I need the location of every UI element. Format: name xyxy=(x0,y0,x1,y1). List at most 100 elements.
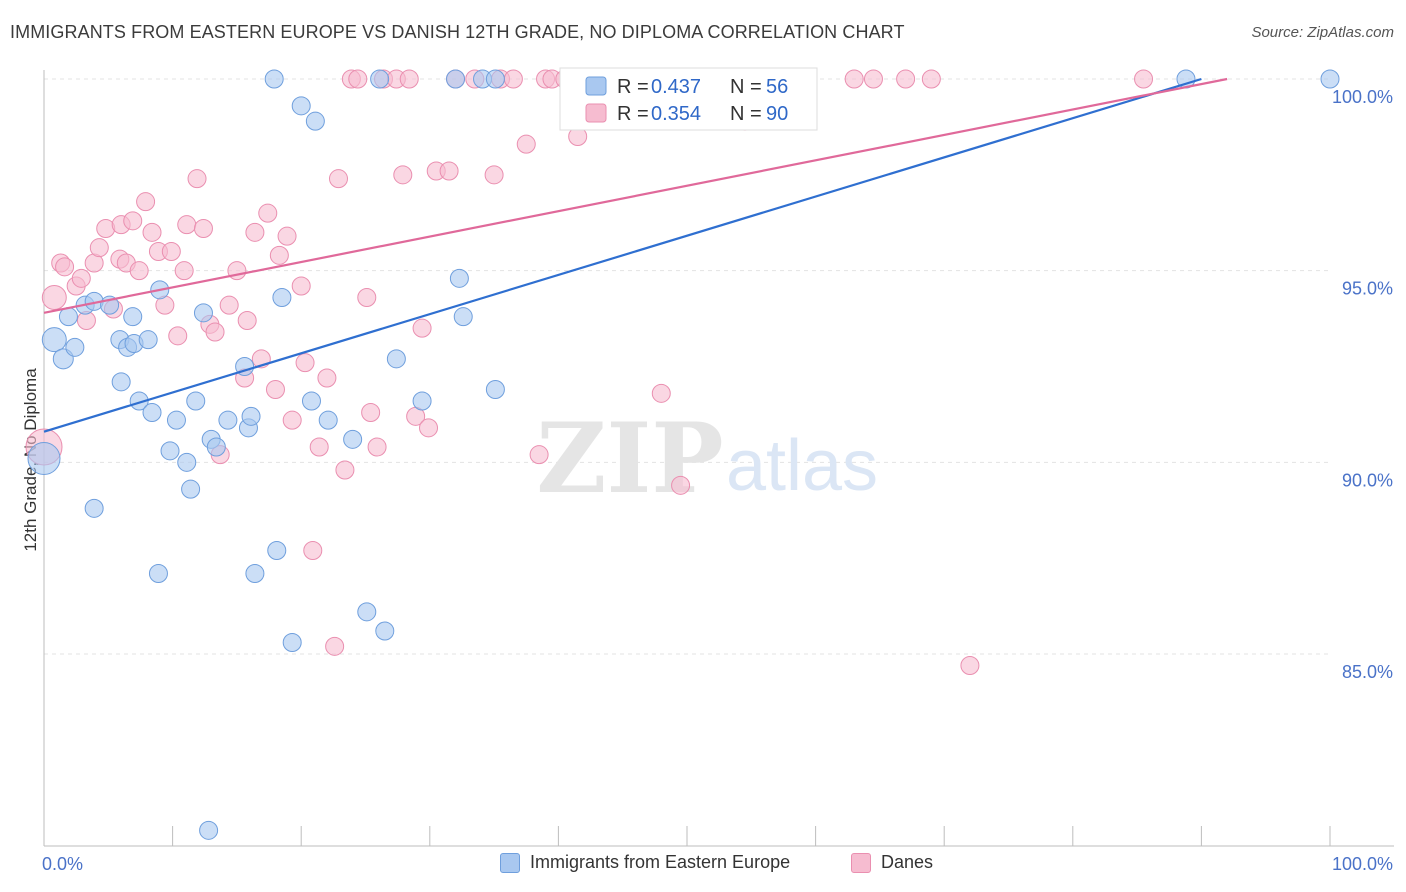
eastern-europe-point xyxy=(148,564,168,583)
eastern-europe-point xyxy=(65,337,85,357)
eastern-europe-point xyxy=(123,307,143,327)
source-label: Source: ZipAtlas.com xyxy=(1251,24,1394,41)
eastern-europe-point xyxy=(264,69,284,89)
danes-point xyxy=(309,437,329,457)
danes-point xyxy=(317,368,337,388)
trend-lines xyxy=(43,77,1228,433)
bottom-legend-label-eastern-europe: Immigrants from Eastern Europe xyxy=(530,852,791,872)
danes-point xyxy=(651,383,671,403)
legend-r-value-1: 0.437 xyxy=(651,76,701,98)
eastern-europe-point xyxy=(27,442,61,475)
danes-point xyxy=(328,169,348,189)
danes-point xyxy=(896,69,916,89)
danes-point xyxy=(258,203,278,223)
danes-point xyxy=(161,242,181,261)
legend-n-label-1: N = xyxy=(730,76,762,98)
danes-point xyxy=(265,380,285,399)
y-tick-label: 95.0% xyxy=(1342,279,1393,299)
eastern-europe-point xyxy=(272,288,292,307)
eastern-europe-point xyxy=(485,69,505,89)
eastern-europe-point xyxy=(138,330,158,350)
danes-point xyxy=(193,219,213,238)
eastern-europe-point xyxy=(412,391,432,411)
tick-labels: 100.0% 95.0% 90.0% 85.0% 0.0% 100.0% xyxy=(42,87,1393,874)
danes-point xyxy=(168,326,188,346)
bottom-legend-item-eastern-europe: Immigrants from Eastern Europe xyxy=(500,852,790,873)
eastern-europe-point xyxy=(245,564,265,583)
danes-point xyxy=(863,69,883,89)
danes-point xyxy=(237,311,257,330)
eastern-europe-point xyxy=(291,96,311,116)
danes-point xyxy=(921,69,941,89)
eastern-europe-point xyxy=(193,303,213,323)
danes-point xyxy=(291,276,311,296)
danes-point xyxy=(348,69,368,89)
eastern-europe-point xyxy=(241,406,261,426)
eastern-europe-point xyxy=(446,69,466,89)
danes-point xyxy=(393,165,413,185)
eastern-europe-point xyxy=(177,452,197,472)
bottom-legend-label-danes: Danes xyxy=(881,852,934,872)
eastern-europe-points xyxy=(27,69,1340,840)
danes-point xyxy=(219,295,239,315)
danes-point xyxy=(484,165,504,185)
watermark: ZIP atlas xyxy=(536,402,878,515)
watermark-atlas: atlas xyxy=(726,426,878,506)
danes-point xyxy=(41,285,67,310)
danes-points xyxy=(25,69,1154,675)
eastern-europe-point xyxy=(218,410,238,430)
eastern-europe-trend-line xyxy=(43,77,1202,433)
danes-point xyxy=(295,353,315,373)
danes-point xyxy=(174,261,194,281)
eastern-europe-point xyxy=(1320,69,1340,89)
legend-box: R = 0.437 N = 56 R = 0.354 N = 90 xyxy=(559,67,818,131)
danes-point xyxy=(399,69,419,89)
danes-point xyxy=(89,238,109,258)
danes-point xyxy=(844,69,864,89)
eastern-europe-point xyxy=(186,391,206,411)
danes-point xyxy=(412,318,432,338)
danes-point xyxy=(361,403,381,422)
danes-point xyxy=(303,541,323,560)
bottom-legend-swatch-pink xyxy=(851,852,871,873)
eastern-europe-point xyxy=(318,410,338,430)
danes-trend-line xyxy=(43,77,1228,314)
danes-point xyxy=(205,322,225,342)
eastern-europe-point xyxy=(301,391,321,411)
danes-point xyxy=(55,257,75,277)
danes-point xyxy=(671,475,691,495)
legend-swatch-pink xyxy=(585,103,607,123)
eastern-europe-point xyxy=(343,429,363,449)
eastern-europe-point xyxy=(375,621,395,641)
danes-point xyxy=(357,288,377,307)
danes-point xyxy=(269,245,289,265)
eastern-europe-point xyxy=(142,403,162,422)
eastern-europe-point xyxy=(181,479,201,499)
eastern-europe-point xyxy=(357,602,377,622)
danes-point xyxy=(129,261,149,281)
x-tick-label: 0.0% xyxy=(42,854,83,874)
danes-point xyxy=(419,418,439,438)
bottom-legend-swatch-blue xyxy=(500,852,520,873)
danes-point xyxy=(439,161,459,181)
danes-point xyxy=(136,192,156,212)
danes-point xyxy=(177,215,197,235)
watermark-zip: ZIP xyxy=(536,402,723,515)
legend-r-label-1: R = xyxy=(617,76,649,98)
eastern-europe-point xyxy=(453,307,473,327)
y-tick-label: 100.0% xyxy=(1332,87,1393,107)
danes-point xyxy=(1134,69,1154,89)
eastern-europe-point xyxy=(267,541,287,560)
legend-r-value-2: 0.354 xyxy=(651,103,701,125)
y-tick-label: 90.0% xyxy=(1342,470,1393,490)
danes-point xyxy=(142,222,162,242)
danes-point xyxy=(245,222,265,242)
bottom-legend-item-danes: Danes xyxy=(851,852,933,873)
eastern-europe-point xyxy=(199,820,219,840)
legend-r-label-2: R = xyxy=(617,103,649,125)
legend-n-label-2: N = xyxy=(730,103,762,125)
danes-point xyxy=(71,268,91,288)
eastern-europe-point xyxy=(386,349,406,369)
danes-point xyxy=(960,656,980,675)
